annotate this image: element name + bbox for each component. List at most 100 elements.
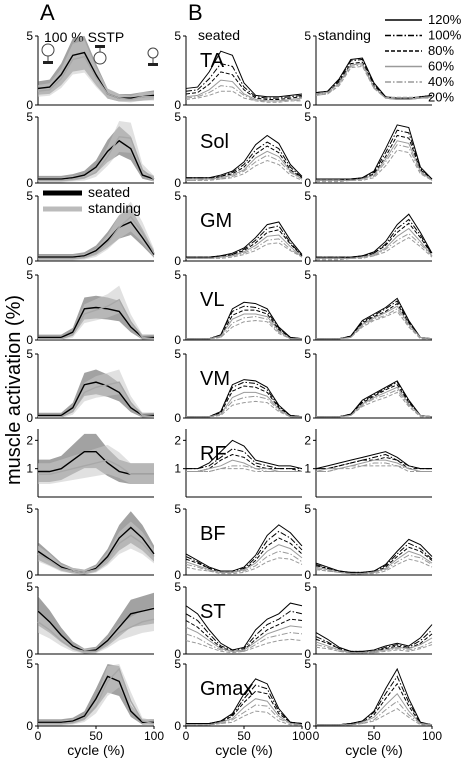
panel-bf-bs: 0 5 BF [174,502,303,582]
series-line-40pct [186,465,302,472]
y-tick-label: 5 [304,502,311,516]
series-line-60pct [315,63,433,100]
y-tick-label: 5 [26,347,33,361]
series-line-40pct [186,316,302,340]
sd-band [38,120,154,183]
series-line-80pct [315,61,433,99]
y-tick-label: 5 [26,110,33,124]
panel-vm-bs: 0 5 VM [174,347,303,425]
sd-band [38,664,154,725]
y-tick-label: 0 [26,411,33,425]
series-line-seated [38,221,155,258]
y-tick-label: 5 [26,268,33,282]
panel-rf-a: 12 [26,429,154,498]
series-line-120pct [185,602,303,651]
series-line-100pct [186,684,303,725]
sd-band [38,664,154,726]
series-line-60pct [186,391,302,418]
panel-gm-a: 05 [26,189,155,268]
stance-pictograms [41,43,159,66]
series-line-60pct [315,459,432,472]
sd-band [38,369,154,418]
muscle-label: GM [200,210,232,232]
series-line-60pct [316,140,433,181]
sd-band [38,201,154,261]
series-line-20pct [186,242,303,259]
y-tick-label: 0 [174,176,181,190]
series-line-20pct [186,160,303,181]
y-tick-label: 5 [304,29,311,43]
y-tick-label: 5 [304,110,311,124]
y-tick-label: 0 [26,647,33,661]
series-line-40pct [186,238,303,259]
y-tick-label: 5 [26,657,33,671]
series-line-20pct [316,149,433,183]
sd-band [38,592,154,654]
series-line-seated [37,526,155,574]
series-line-seated [37,607,155,653]
muscle-label: TA [200,50,225,72]
series-line-80pct [186,229,303,258]
x-tick-label: 0 [313,729,320,743]
muscle-label: BF [200,523,226,545]
series-line-20pct [315,644,433,654]
series-line-120pct [315,57,433,99]
panel-ta-bs: 0 5 TA [174,29,303,112]
series-line-standing [37,618,155,653]
y-tick-label: 2 [26,433,33,447]
series-line-standing [38,298,155,340]
y-tick-label: 1 [174,462,181,476]
panel-sol-bs: 0 5 Sol [174,110,303,190]
series-line-40pct [186,154,303,181]
series-line-standing [38,381,155,418]
panel-vl-bs: 0 5 VL [174,268,303,347]
series-line-60pct [186,150,303,180]
sd-band [38,521,154,575]
series-line-100pct [316,300,433,340]
y-tick-label: 5 [304,580,311,594]
column-title-seated: seated [198,27,240,43]
x-axis-label-b-standing: cycle (%) [345,742,403,758]
legend-label: standing [88,200,141,216]
x-tick-label: 50 [237,729,251,743]
series-line-80pct [186,690,303,725]
leg-pictogram-icon [93,45,107,65]
y-tick-label: 0 [26,176,33,190]
series-line-40pct [316,389,433,418]
series-line-100pct [185,610,303,651]
panel-bf-a: 05 [26,502,155,582]
series-line-80pct [316,456,432,470]
y-tick-label: 5 [174,268,181,282]
series-line-120pct [316,667,433,726]
legend-label: 60% [428,59,454,74]
y-tick-label: 0 [304,411,311,425]
series-line-120pct [315,624,433,652]
y-tick-label: 0 [174,568,181,582]
x-tick-label: 0 [35,729,42,743]
series-line-20pct [186,400,302,418]
muscle-label: VM [200,368,230,390]
muscle-label: RF [200,443,227,465]
series-line-20pct [316,465,432,472]
series-line-60pct [316,305,433,340]
x-axis-label-a: cycle (%) [67,742,125,758]
y-tick-label: 0 [304,719,311,733]
panel-st-bs: 0 5 ST [174,580,303,661]
y-tick-label: 0 [174,719,181,733]
panel-gmax-a: 050 50 100 [26,657,164,743]
y-tick-label: 0 [26,719,33,733]
x-tick-label: 100 [292,729,312,743]
series-line-60pct [185,79,303,102]
panel-ta-a: 05 [26,29,155,112]
y-tick-label: 0 [174,333,181,347]
panel-rf-bt: 12 [304,429,432,498]
series-line-80pct [186,385,303,418]
panel-rf-bs: 1 2 RF [174,429,303,498]
series-line-120pct [315,538,433,573]
series-line-20pct [185,557,303,575]
panel-vl-a: 05 [26,268,155,347]
panel-gmax-bt: 050 50 100 [304,657,442,743]
y-tick-label: 5 [174,347,181,361]
series-line-40pct [316,144,433,181]
y-tick-label: 5 [174,580,181,594]
